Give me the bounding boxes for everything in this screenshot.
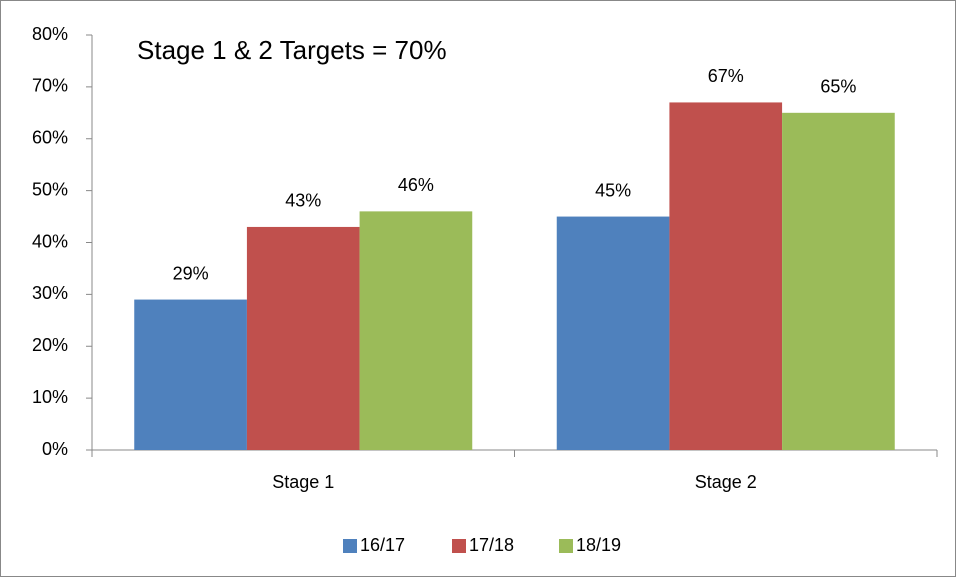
y-tick-label: 40% [32, 231, 68, 251]
value-label: 67% [708, 66, 744, 86]
annotation: Stage 1 & 2 Targets = 70% [137, 35, 447, 65]
legend-label: 16/17 [360, 535, 405, 555]
bar [246, 226, 360, 450]
y-tick-label: 80% [32, 24, 68, 44]
y-tick-label: 20% [32, 335, 68, 355]
value-label: 65% [820, 77, 856, 97]
legend-swatch [559, 539, 573, 553]
legend-swatch [452, 539, 466, 553]
bar [669, 102, 783, 450]
y-tick-label: 60% [32, 128, 68, 148]
y-tick-label: 30% [32, 283, 68, 303]
y-tick-label: 50% [32, 179, 68, 199]
legend-swatch [343, 539, 357, 553]
value-label: 46% [398, 175, 434, 195]
x-tick-label: Stage 2 [695, 472, 757, 492]
bar [134, 299, 247, 450]
x-tick-label: Stage 1 [272, 472, 334, 492]
legend-label: 17/18 [469, 535, 514, 555]
legend-label: 18/19 [576, 535, 621, 555]
value-label: 43% [285, 191, 321, 211]
value-label: 45% [595, 180, 631, 200]
y-tick-label: 0% [42, 439, 68, 459]
bar [359, 211, 473, 450]
bar [556, 216, 670, 450]
value-label: 29% [173, 263, 209, 283]
bar [782, 112, 895, 450]
y-tick-label: 70% [32, 76, 68, 96]
y-tick-label: 10% [32, 387, 68, 407]
